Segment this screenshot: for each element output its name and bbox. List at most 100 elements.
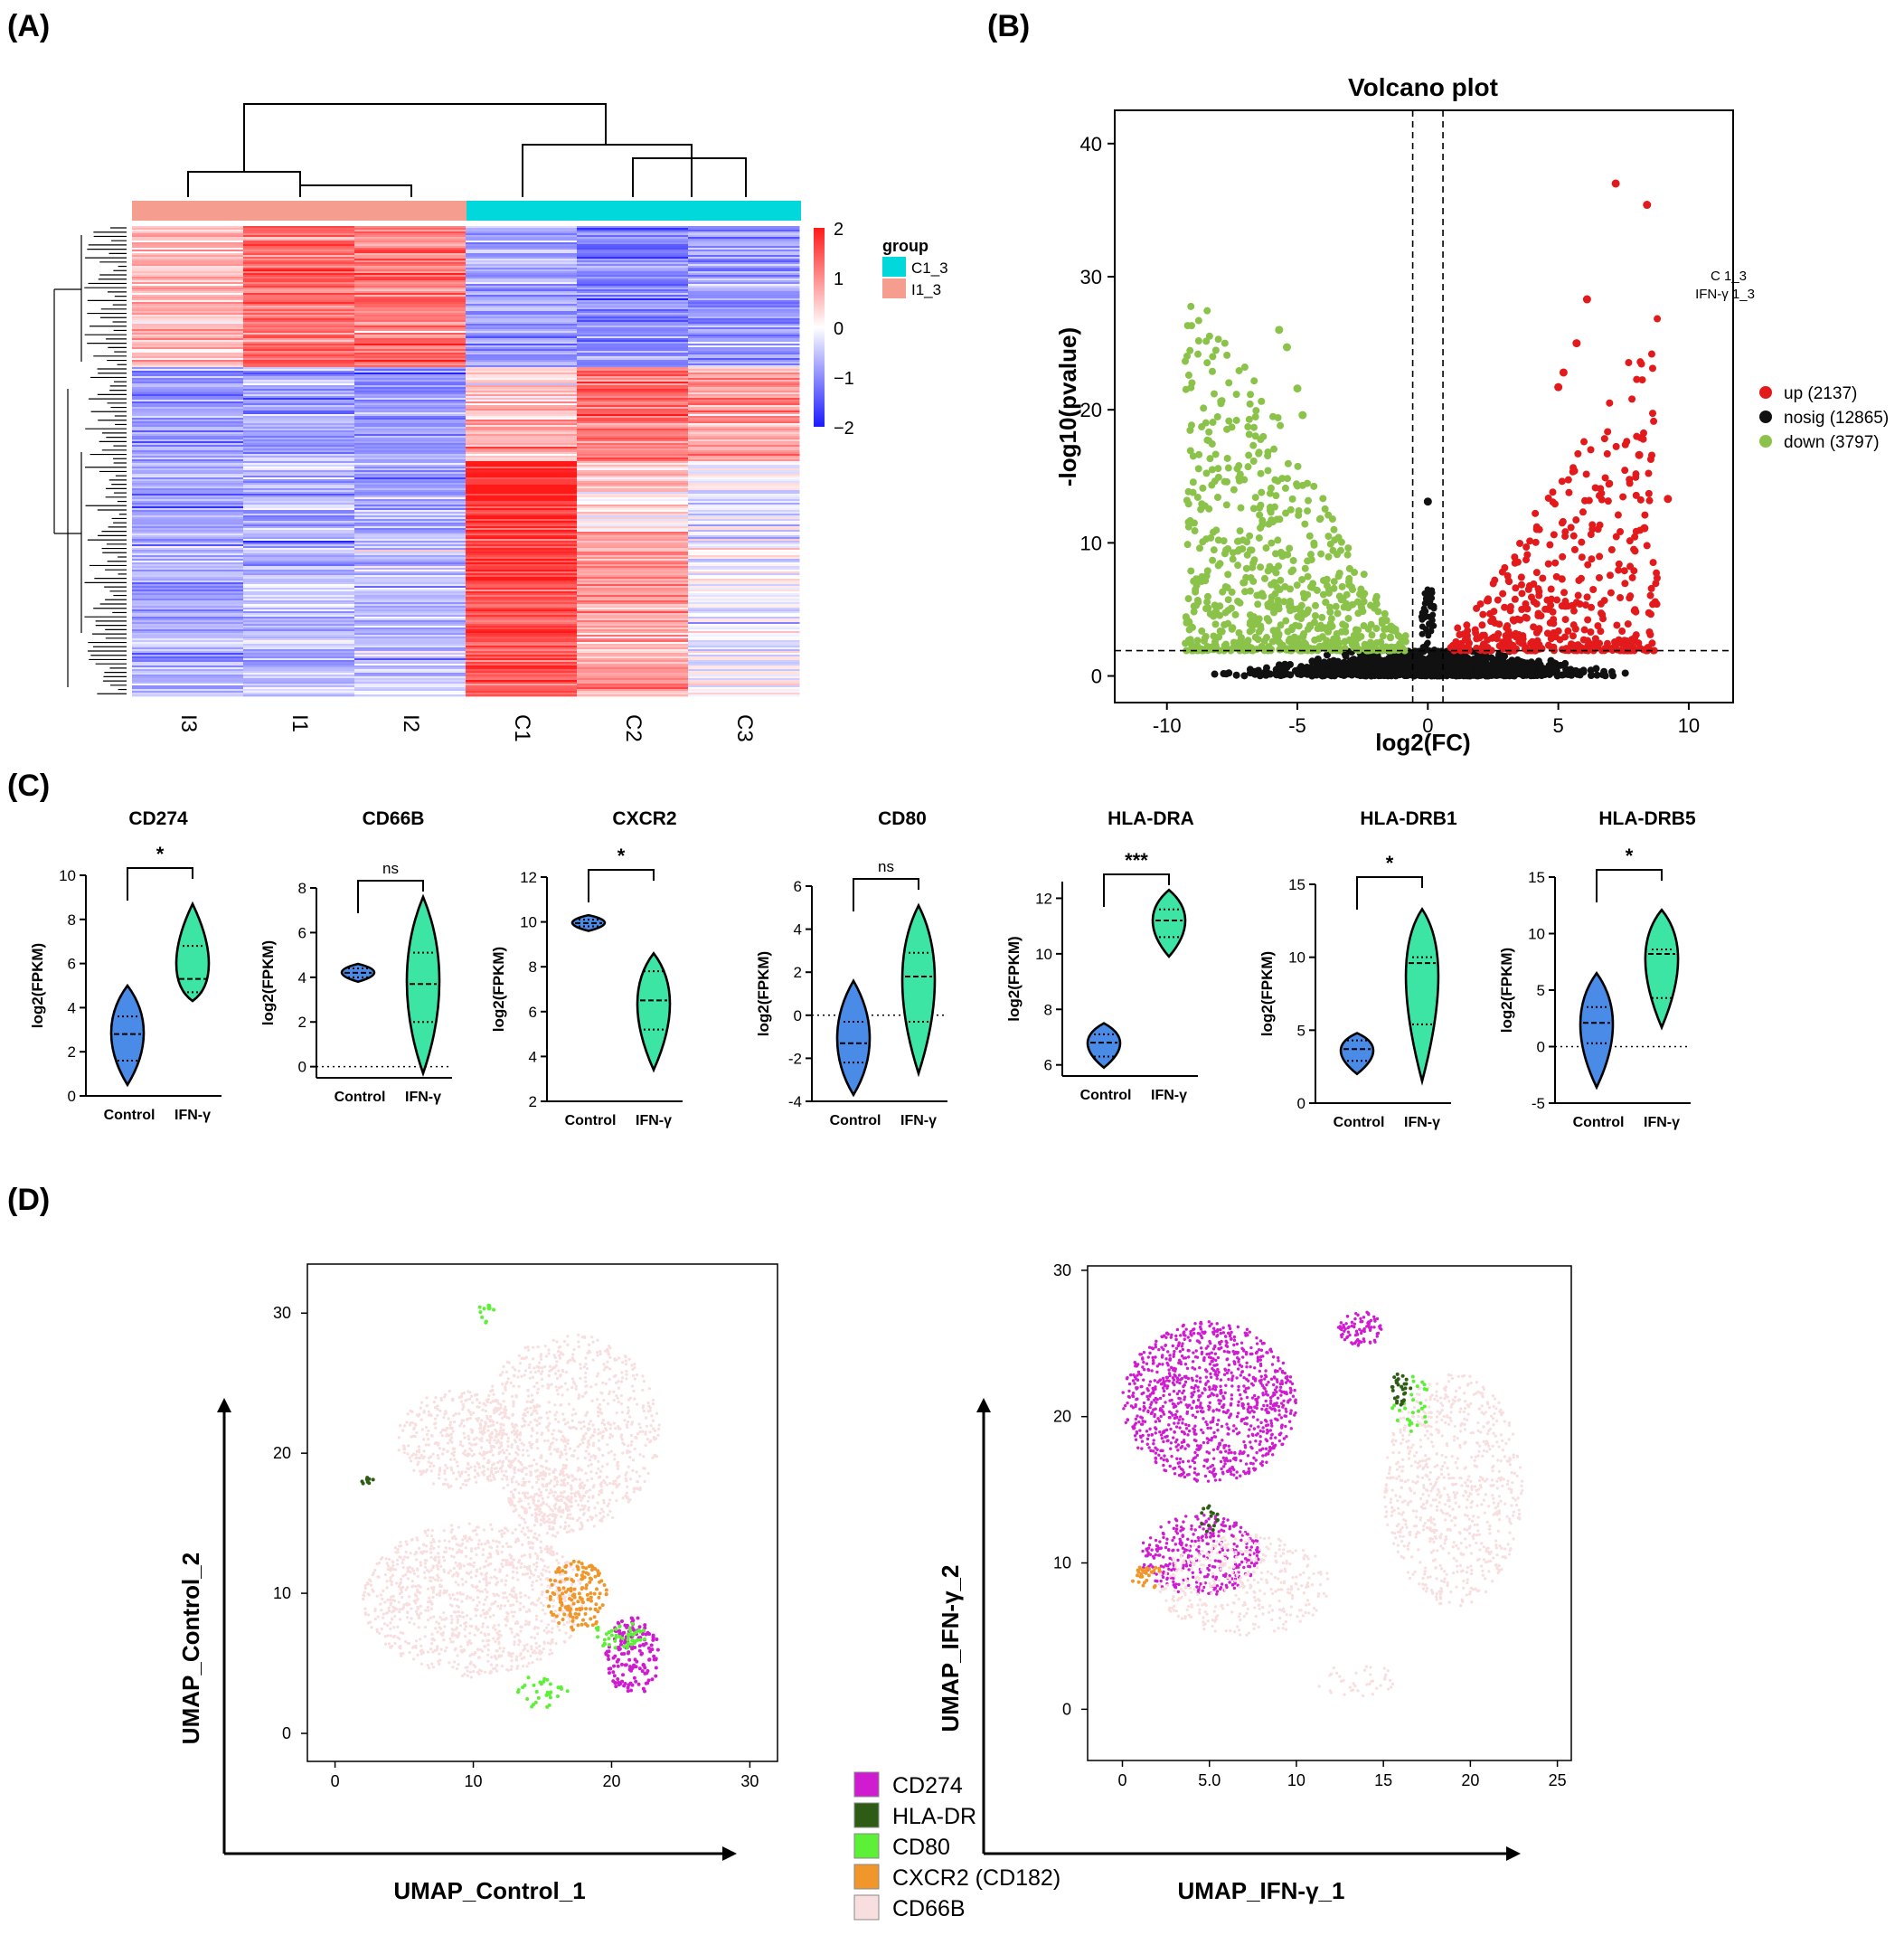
heatmap-cell: [577, 609, 689, 612]
volcano-point: [1588, 521, 1597, 529]
volcano-point: [1265, 643, 1273, 651]
umap-cell: [517, 1369, 521, 1373]
umap-cell: [627, 1444, 630, 1448]
umap-cell: [624, 1363, 628, 1366]
heatmap-cell: [354, 244, 467, 247]
heatmap-cell: [354, 568, 467, 571]
heatmap-cell: [688, 479, 800, 482]
panel-b-label: (B): [987, 9, 1030, 43]
heatmap-cell: [354, 510, 467, 513]
heatmap-cell: [243, 561, 355, 563]
umap-cell: [521, 1425, 524, 1429]
volcano-point: [1294, 613, 1302, 621]
volcano-point: [1222, 501, 1230, 509]
heatmap-cell: [132, 537, 244, 540]
heatmap-cell: [243, 552, 355, 554]
volcano-point: [1310, 482, 1318, 490]
heatmap-cell: [466, 535, 578, 538]
volcano-point: [1547, 667, 1555, 675]
volcano-point: [1484, 636, 1492, 644]
heatmap-cell: [132, 400, 244, 402]
heatmap-cell: [688, 280, 800, 283]
heatmap-cell: [466, 226, 578, 229]
heatmap-cell: [354, 521, 467, 524]
heatmap-cell: [132, 244, 244, 247]
heatmap-cell: [688, 351, 800, 354]
y-tick-label: 10: [1288, 949, 1305, 967]
volcano-point: [1318, 613, 1326, 621]
volcano-point: [1643, 201, 1652, 210]
umap-cell: [553, 1417, 558, 1421]
heatmap-cell: [688, 653, 800, 656]
umap-cell: [540, 1377, 544, 1382]
heatmap-cell: [688, 552, 800, 554]
heatmap-cell: [354, 575, 467, 578]
heatmap-cell: [354, 564, 467, 567]
heatmap-cell: [132, 269, 244, 272]
heatmap-cell: [354, 671, 467, 674]
heatmap-cell: [466, 662, 578, 665]
umap-cell: [510, 1480, 514, 1484]
heatmap-cell: [577, 590, 689, 592]
umap-cell: [612, 1398, 616, 1402]
volcano-point: [1349, 586, 1357, 594]
heatmap-cell: [466, 441, 578, 444]
heatmap-cell: [466, 409, 578, 411]
heatmap-cell: [577, 687, 689, 690]
volcano-point: [1532, 525, 1541, 533]
heatmap-cell: [577, 300, 689, 303]
y-tick-label: 0: [794, 1007, 802, 1024]
heatmap-cell: [132, 327, 244, 330]
volcano-point: [1214, 473, 1222, 481]
heatmap-cell: [688, 286, 800, 288]
heatmap-cell: [688, 231, 800, 234]
heatmap-cell: [688, 468, 800, 471]
volcano-point: [1274, 536, 1282, 544]
heatmap-cell: [688, 398, 800, 401]
heatmap-cell: [354, 400, 467, 402]
umap-cell: [608, 1345, 611, 1348]
heatmap-cell: [354, 358, 467, 361]
heatmap-cell: [466, 459, 578, 462]
heatmap-cell: [577, 530, 689, 533]
heatmap-cell: [354, 486, 467, 489]
heatmap-cell: [243, 474, 355, 477]
heatmap-cell: [688, 515, 800, 518]
heatmap-cell: [577, 434, 689, 437]
volcano-point: [1628, 395, 1636, 403]
gene-title: CXCR2: [612, 808, 676, 829]
heatmap-cell: [688, 637, 800, 639]
heatmap-cell: [577, 649, 689, 652]
group-label: IFN-γ: [1151, 1088, 1187, 1103]
heatmap-cell: [688, 266, 800, 269]
heatmap-cell: [243, 425, 355, 428]
heatmap-cell: [354, 264, 467, 267]
heatmap-cell: [466, 595, 578, 598]
heatmap-cell: [688, 260, 800, 263]
heatmap-cell: [688, 326, 800, 328]
heatmap-cell: [466, 266, 578, 269]
volcano-point: [1572, 339, 1581, 348]
heatmap-cell: [577, 506, 689, 509]
umap-cell: [594, 1514, 598, 1517]
heatmap-cell: [132, 543, 244, 545]
heatmap-cell: [354, 347, 467, 350]
volcano-point: [1324, 552, 1333, 561]
violin-shape: [1086, 1022, 1122, 1070]
heatmap-cell: [354, 380, 467, 382]
heatmap-cell: [243, 492, 355, 495]
heatmap-cell: [243, 358, 355, 361]
heatmap-cell: [577, 438, 689, 440]
heatmap-cell: [688, 602, 800, 605]
heatmap-cell: [354, 651, 467, 654]
heatmap-cell: [243, 521, 355, 524]
heatmap-cell: [132, 242, 244, 245]
heatmap-cell: [354, 277, 467, 279]
volcano-point: [1533, 672, 1541, 680]
volcano-point: [1276, 646, 1284, 654]
heatmap-cell: [466, 458, 578, 460]
heatmap-cell: [132, 304, 244, 307]
heatmap-cell: [354, 367, 467, 370]
heatmap-cell: [354, 494, 467, 496]
heatmap-cell: [354, 260, 467, 263]
